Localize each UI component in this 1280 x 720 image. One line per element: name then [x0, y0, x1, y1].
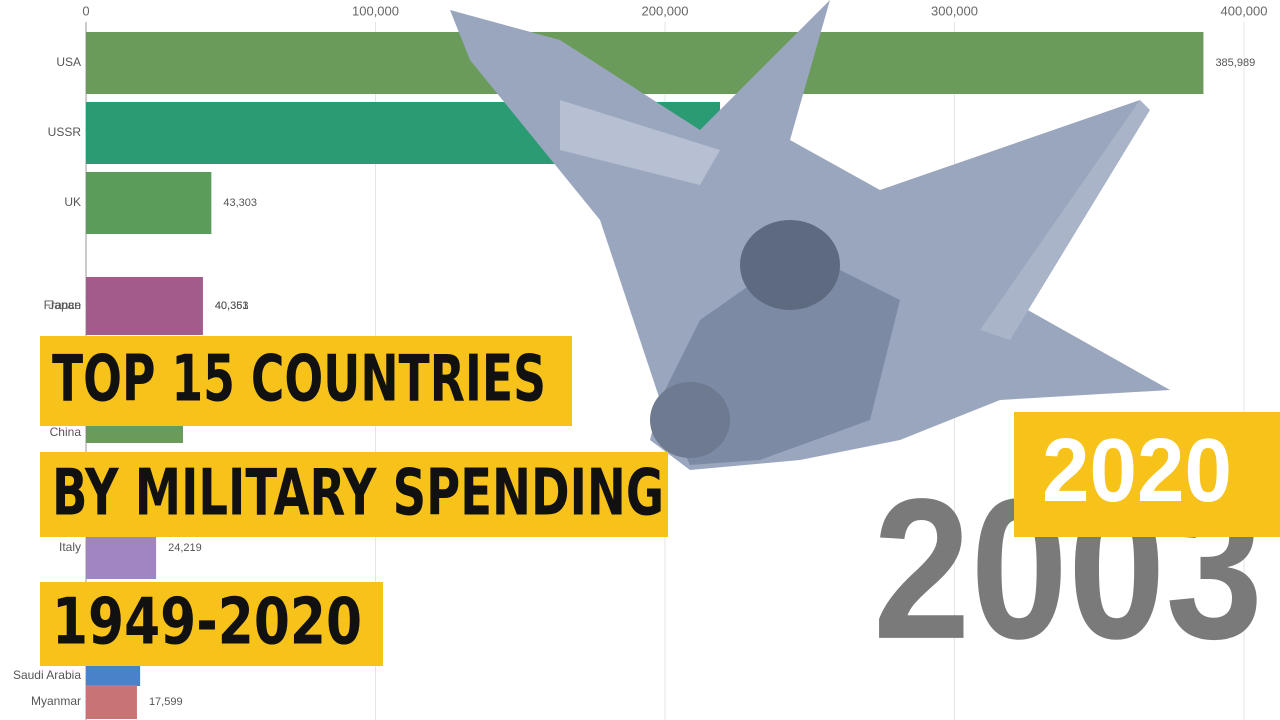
value-label: 385,989 [1215, 57, 1255, 69]
category-label: Italy [59, 540, 81, 554]
year-box [1014, 412, 1280, 537]
banner-box [40, 582, 383, 666]
value-label: 17,599 [149, 696, 183, 708]
x-tick-label: 300,000 [931, 3, 978, 18]
value-label: 40,351 [215, 300, 249, 312]
value-label: 43,303 [223, 197, 257, 209]
banner-box [40, 452, 668, 537]
category-label: USSR [48, 125, 82, 139]
year-label: 2020 [1042, 421, 1232, 521]
bar [86, 666, 141, 686]
fighter-jet [450, 0, 1170, 470]
banner-box [40, 336, 572, 426]
bar [86, 423, 183, 443]
value-label: 24,219 [168, 542, 202, 554]
category-label: Myanmar [31, 694, 81, 708]
banner-line: 1949-2020 [52, 586, 362, 660]
value-label: 40,363 [215, 300, 249, 312]
category-label: UK [64, 195, 81, 209]
banner-line: BY MILITARY SPENDING [52, 457, 664, 531]
bar [86, 277, 203, 335]
category-label: China [50, 425, 82, 439]
x-tick-label: 100,000 [352, 3, 399, 18]
x-tick-label: 200,000 [642, 3, 689, 18]
x-tick-label: 0 [82, 3, 89, 18]
banner-line: TOP 15 COUNTRIES [52, 343, 546, 417]
category-label: Saudi Arabia [13, 668, 81, 682]
bar [86, 685, 137, 719]
category-label: USA [56, 55, 81, 69]
category-label: Japan [48, 298, 81, 312]
bar [86, 172, 212, 234]
category-label: France [44, 298, 82, 312]
bar [86, 32, 1204, 94]
x-tick-label: 400,000 [1221, 3, 1268, 18]
